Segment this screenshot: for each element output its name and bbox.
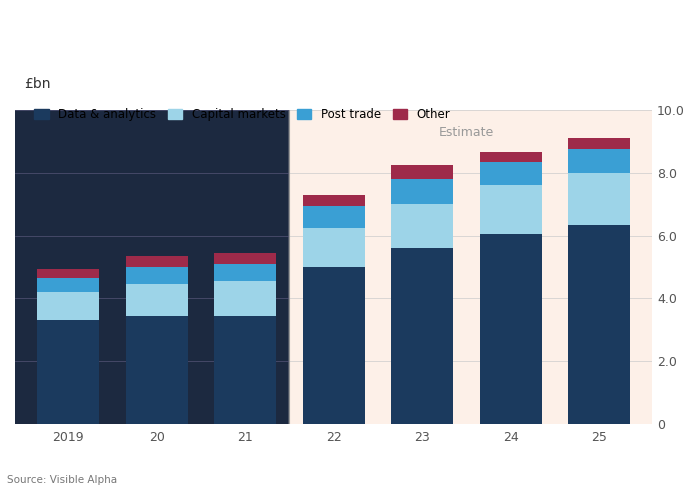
Bar: [214, 281, 276, 316]
Bar: [568, 138, 630, 149]
Bar: [214, 316, 276, 424]
Bar: [15, 110, 289, 424]
Bar: [302, 228, 365, 267]
Text: £bn: £bn: [24, 77, 50, 91]
Bar: [214, 264, 276, 281]
Bar: [125, 284, 188, 316]
Bar: [37, 268, 99, 278]
Bar: [568, 149, 630, 173]
Bar: [37, 292, 99, 320]
Bar: [480, 152, 542, 162]
Bar: [125, 267, 188, 284]
Bar: [391, 248, 453, 424]
Bar: [125, 256, 188, 267]
Bar: [568, 173, 630, 224]
Bar: [302, 206, 365, 228]
Bar: [391, 165, 453, 179]
Bar: [568, 224, 630, 424]
Bar: [391, 179, 453, 204]
Bar: [480, 234, 542, 424]
Text: Estimate: Estimate: [439, 125, 494, 139]
Bar: [391, 204, 453, 248]
Bar: [480, 162, 542, 185]
Bar: [37, 320, 99, 424]
Bar: [302, 195, 365, 206]
Bar: [302, 267, 365, 424]
Bar: [289, 110, 652, 424]
Bar: [214, 253, 276, 264]
Text: Source: Visible Alpha: Source: Visible Alpha: [7, 475, 117, 485]
Legend: Data & analytics, Capital markets, Post trade, Other: Data & analytics, Capital markets, Post …: [30, 103, 455, 126]
Bar: [480, 185, 542, 234]
Bar: [125, 316, 188, 424]
Bar: [37, 278, 99, 292]
